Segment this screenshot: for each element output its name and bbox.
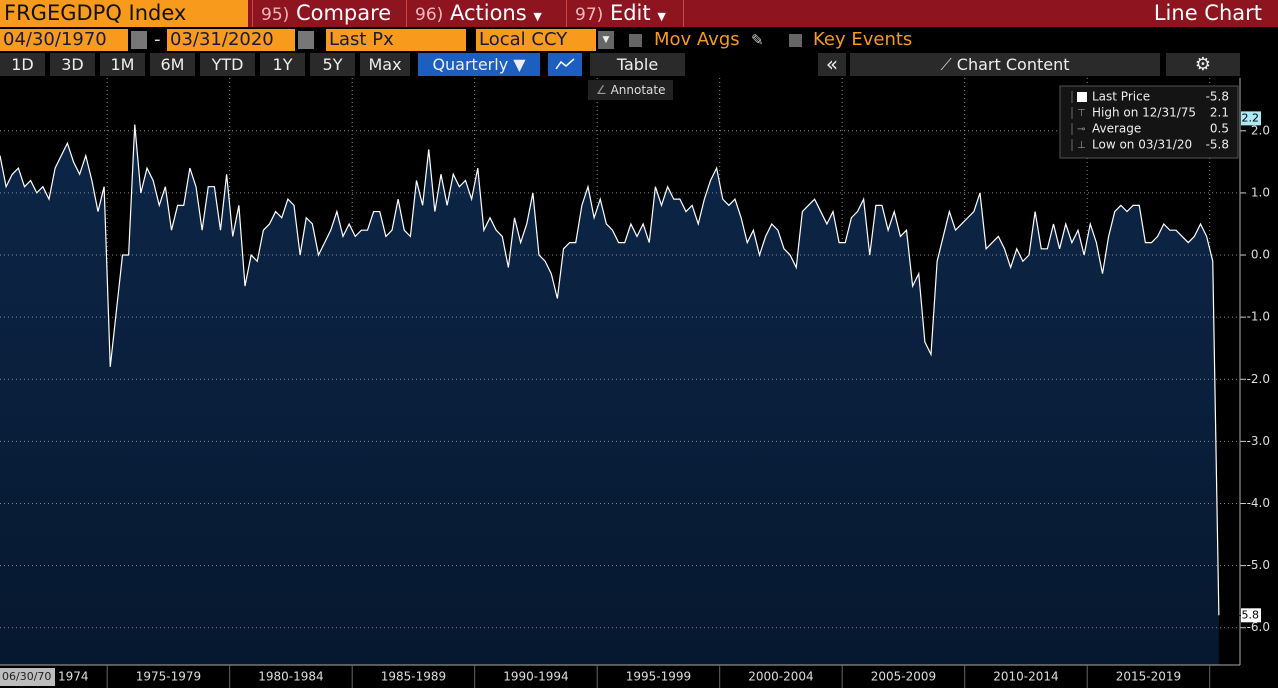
x-tick-label: 2010-2014 (993, 670, 1058, 684)
range-button[interactable]: 6M (150, 53, 195, 76)
x-tick-label: 2005-2009 (871, 670, 936, 684)
y-tick-label: -5.0 (1247, 558, 1270, 572)
y-tick-label: 2.0 (1251, 123, 1270, 137)
x-tick-label: 1974 (58, 670, 89, 684)
frequency-button[interactable]: Quarterly ▼ (418, 53, 540, 76)
x-start-label: 06/30/70 (2, 670, 51, 683)
x-axis-band (0, 665, 1278, 688)
y-tick-label: -4.0 (1247, 496, 1270, 510)
chart-type-icon[interactable] (548, 53, 582, 76)
x-tick-label: 1995-1999 (626, 670, 691, 684)
range-button[interactable]: Max (360, 53, 410, 76)
dropdown-arrow[interactable]: ▼ (598, 31, 614, 49)
end-date[interactable]: 03/31/2020 (167, 29, 295, 51)
range-button[interactable]: 1Y (260, 53, 305, 76)
start-date[interactable]: 04/30/1970 (0, 29, 128, 51)
annotate-icon: ∠ (596, 83, 611, 97)
key-events-label: Key Events (813, 29, 913, 50)
x-tick-label: 2015-2019 (1116, 670, 1181, 684)
dropdown-arrow: ▼ (533, 10, 542, 23)
legend-value: -5.8 (1206, 138, 1229, 152)
y-tick-label: 0.0 (1251, 248, 1270, 262)
range-button[interactable]: 1D (0, 53, 45, 76)
legend-label: Average (1092, 122, 1141, 136)
legend-label: High on 12/31/75 (1092, 106, 1196, 120)
tooltip-label: Annotate (610, 83, 666, 97)
area-fill (0, 124, 1219, 666)
checkbox[interactable] (789, 34, 802, 47)
legend-value: -5.8 (1206, 90, 1229, 104)
range-button[interactable]: 1M (100, 53, 145, 76)
settings-button[interactable]: ⚙ (1166, 53, 1240, 76)
x-tick-label: 1985-1989 (381, 670, 446, 684)
x-tick-label: 1975-1979 (136, 670, 201, 684)
menu-number: 95) (261, 5, 290, 25)
line (0, 124, 1220, 616)
axis-tag (1241, 608, 1261, 623)
menu-label: Actions (449, 1, 527, 25)
line-icon (555, 58, 575, 70)
y-tick-label: -3.0 (1247, 434, 1270, 448)
legend-value: 2.1 (1210, 106, 1229, 120)
chart-content-button[interactable]: ⟋ Chart Content (850, 53, 1160, 76)
x-tick-label: 2000-2004 (748, 670, 813, 684)
legend-swatch (1077, 92, 1087, 102)
calendar-icon[interactable] (298, 31, 314, 49)
calendar-icon[interactable] (131, 31, 147, 49)
legend-icon: ⊤ (1077, 108, 1086, 119)
button-label: Chart Content (956, 55, 1070, 74)
annotate-tooltip[interactable]: ∠ Annotate (588, 80, 673, 100)
legend-icon: ⊥ (1077, 140, 1086, 151)
menu-number: 96) (415, 5, 444, 25)
axis-tag-label: -5.8 (1238, 608, 1259, 621)
field-selector[interactable]: Last Px (326, 29, 466, 51)
ticker-field[interactable]: FRGEGDPQ Index (0, 0, 248, 27)
chart-icon: ⟋ (940, 55, 957, 74)
range-button[interactable]: YTD (200, 53, 255, 76)
range-button[interactable]: 3D (50, 53, 95, 76)
menu-label: Compare (295, 1, 392, 25)
x-start-box (0, 668, 55, 686)
y-tick-label: -2.0 (1247, 372, 1270, 386)
date-dash: - (154, 29, 161, 50)
mov-avgs-label: Mov Avgs (654, 29, 740, 50)
y-tick-label: 1.0 (1251, 185, 1270, 199)
y-tick-label: -1.0 (1247, 310, 1270, 324)
pencil-icon[interactable]: ✎ (751, 31, 764, 49)
legend-value: 0.5 (1210, 122, 1229, 136)
axis-tag (1241, 111, 1261, 126)
y-tick-label: -6.0 (1247, 620, 1270, 634)
legend-label: Last Price (1092, 90, 1150, 104)
chart: 2.0 1.0 0.0 -1.0 -2.0 -3.0 -4.0 -5.0 -6.0 2.2 -5.8… (0, 78, 1278, 688)
table-button[interactable]: Table (590, 53, 685, 76)
range-button[interactable]: 5Y (310, 53, 355, 76)
menu-number: 97) (575, 5, 604, 25)
edit-menu[interactable]: 97) Edit ▼ (566, 0, 684, 27)
currency-selector[interactable]: Local CCY (476, 29, 596, 51)
axis-tag-label: 2.2 (1242, 111, 1260, 124)
x-tick-label: 1980-1984 (258, 670, 323, 684)
view-title: Line Chart (1153, 0, 1262, 27)
compare-menu[interactable]: 95) Compare (252, 0, 402, 27)
checkbox[interactable] (629, 34, 642, 47)
collapse-button[interactable]: « (818, 53, 846, 76)
dropdown-arrow: ▼ (657, 10, 666, 23)
legend-box (1059, 85, 1239, 159)
x-tick-label: 1990-1994 (503, 670, 568, 684)
legend-label: Low on 03/31/20 (1092, 138, 1192, 152)
actions-menu[interactable]: 96) Actions ▼ (406, 0, 562, 27)
legend-icon: ⊸ (1077, 124, 1085, 135)
menu-label: Edit (609, 1, 651, 25)
